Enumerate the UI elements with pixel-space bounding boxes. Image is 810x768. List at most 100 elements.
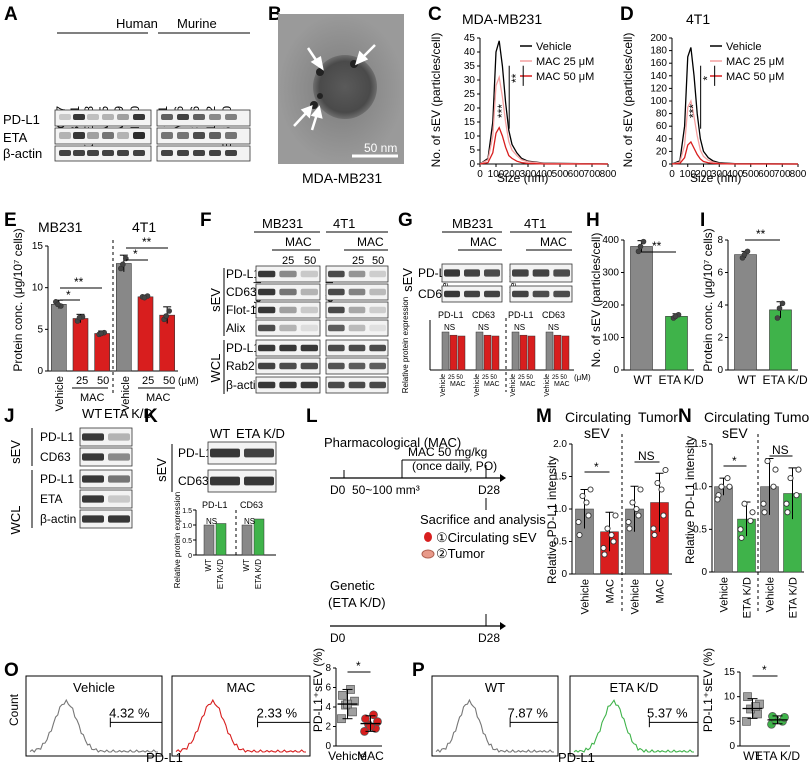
histogram-trace [29,698,158,753]
histogram-title: Vehicle [73,680,115,695]
band-pdl1 [102,114,114,120]
histograms-p: WT7.87 % ETA K/D 5.37 % [431,675,699,757]
bar [483,334,492,371]
sub-label: PD-L1 [508,310,534,320]
band-eta [193,132,205,139]
y-tick-label: 0 [188,553,192,560]
chart-h-ylabel: No. of sEV (particles/cell) [589,233,603,368]
x-tick-label: ETA K/D [216,559,225,589]
j-blots: PD-L1 CD63 PD-L1 ETA β-actin [31,427,133,529]
x-tick-label: 800 [600,169,617,180]
band-actin [117,150,129,156]
blot-f-4t1-band [348,381,366,389]
x-tick-label: ETA K/D [742,577,754,618]
k-ylabel: Relative protein expression [173,492,182,589]
histogram-frame [569,675,699,757]
panel-label-j: J [4,406,15,427]
row-label-pdl1: PD-L1 [226,341,260,355]
band-pdl1 [87,114,99,120]
chart-n-ylabel: Relative PD-L1 intensity [683,436,697,564]
x-tick-label: 600 [568,169,585,180]
blot-k-cd63 [207,469,277,493]
row-label-pdl1: PD-L1 [3,112,40,127]
band-pdl1 [73,114,85,120]
l-d0-genetic: D0 [330,631,346,645]
j-sev-label: sEV [8,440,23,464]
blot-g-cd63-4t1-band [532,290,550,298]
l-dose2: (once daily, PO) [412,459,497,473]
y-tick-label: 120 [650,83,667,94]
panel-label-a: A [4,4,18,25]
bar [51,304,67,372]
group-murine: Murine [177,16,217,31]
y-tick-label: 200 [650,33,667,44]
chart-i: 0 2 4 6 8 WT ETA K/D ** [717,227,808,387]
panel-i: I Protein conc. (μg/10⁷ cells) 0 2 4 6 8 WT ET… [700,210,808,387]
panel-label-g: G [398,210,413,231]
x-tick-label: Vehicle [440,374,447,397]
y-tick-label: 4 [325,702,331,713]
n-h1: Circulating [704,409,770,425]
data-point [585,512,592,519]
bar [769,309,792,371]
y-tick-label: 4 [717,300,723,311]
mac-label: MAC [484,381,500,388]
k-blots: PD-L1 CD63 [171,441,277,493]
dose-label: 25 50 [448,375,464,381]
data-point [741,500,748,507]
sub-label: CD63 [542,310,565,320]
blot-g-cd63-4t1-band [553,290,570,298]
chart-p-ylabel: PD-L1⁺sEV (%) [701,648,715,732]
blot-k-pdl1-band [244,448,274,458]
blot-f-4t1-band [348,362,366,370]
band-eta [59,132,71,139]
x-tick-label: 100 [679,169,696,180]
y-tick-label: 1.5 [182,508,192,515]
f-sev-label: sEV [208,288,223,312]
data-point [726,483,733,490]
dose-label: 25 [352,255,364,267]
y-tick-label: 0 [701,567,707,578]
data-point [742,716,751,726]
x-tick-label: MAC [655,579,667,604]
blot-f-mb231-band [300,344,318,352]
x-tick-label: 400 [536,169,553,180]
chart-c-title: MDA-MB231 [462,11,542,27]
histogram-frame [171,675,311,757]
data-point [764,458,771,465]
data-point [629,499,636,506]
blot-k-cd63-band [210,476,240,486]
blot-f-4t1-band [369,306,386,314]
data-point [635,512,642,519]
bar [545,331,554,371]
blot-f-4t1-band [348,288,366,296]
blot-f-4t1-band [328,288,345,296]
band-eta [102,132,114,139]
data-point [98,330,104,337]
data-point [579,492,586,500]
blot-g-pdl1-mb231-band [464,269,480,277]
x-tick-label: 700 [774,169,791,180]
blot-f-mb231 [255,319,321,337]
row-label-cd63: CD63 [418,287,449,301]
legend-label: MAC 25 μM [536,56,594,68]
row-label-pdl1: PD-L1 [226,267,260,281]
x-tick-label: 600 [758,169,775,180]
gate-percent: 4.32 % [109,706,150,721]
blot-f-mb231-band [258,324,276,332]
x-tick-label: 200 [504,169,521,180]
dose-label: 50 [372,255,384,267]
band-actin [177,150,189,156]
data-point [604,525,611,532]
ns-label: NS [514,323,525,332]
band-eta [177,132,189,139]
group-4t1: 4T1 [132,219,156,235]
blot-j-band [82,495,104,503]
legend-label: Vehicle [536,41,571,53]
x-tick-label: MAC [357,749,384,763]
m-h2: Tumor [638,409,678,425]
dose-label: 50 [304,255,316,267]
blot-j-band [82,433,104,441]
